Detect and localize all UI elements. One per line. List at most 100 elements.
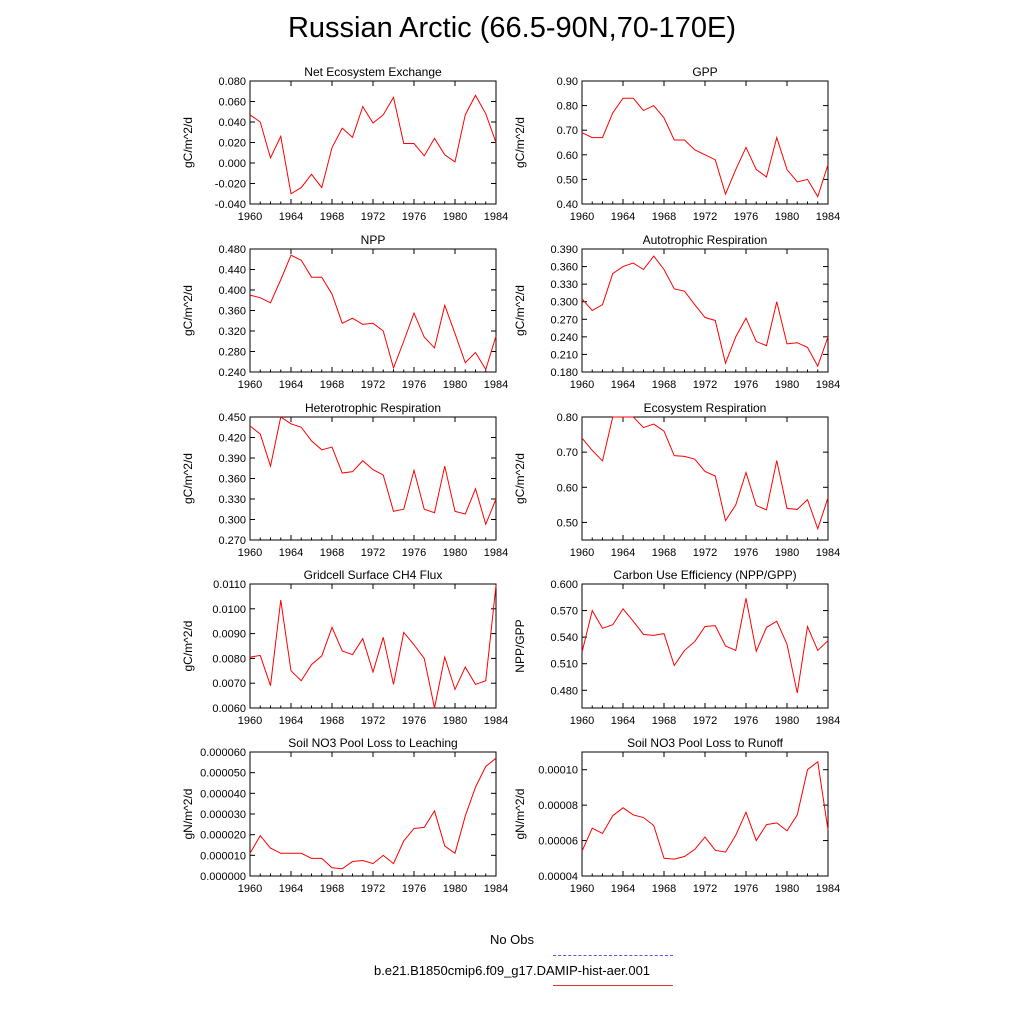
x-tick-label: 1960 (238, 883, 262, 895)
y-tick-label: 0.80 (557, 412, 578, 424)
panel-title: Soil NO3 Pool Loss to Runoff (627, 736, 784, 750)
panel-title: Autotrophic Respiration (643, 233, 768, 247)
panel-6: Ecosystem Respiration gC/m^2/d 1960 1964 196… (513, 401, 840, 559)
y-tick-label: 0.000010 (200, 850, 246, 862)
y-tick-label: 0.080 (218, 76, 246, 88)
panel-3: NPP gC/m^2/d 1960 1964 1968 1972 1976 1980 1984 0… (181, 233, 508, 391)
page-title: Russian Arctic (66.5-90N,70-170E) (287, 12, 737, 44)
x-tick-label: 1976 (734, 379, 758, 391)
y-tick-label: 0.440 (218, 265, 246, 277)
x-tick-label: 1964 (611, 547, 635, 559)
y-tick-label: 0.60 (557, 482, 578, 494)
y-tick-label: 0.320 (218, 326, 246, 338)
x-tick-label: 1984 (816, 379, 840, 391)
x-tick-label: 1964 (279, 715, 303, 727)
x-tick-label: 1972 (693, 379, 717, 391)
x-tick-label: 1980 (775, 883, 799, 895)
x-tick-label: 1984 (484, 211, 508, 223)
panel-title: GPP (692, 65, 717, 79)
plot-frame (581, 248, 829, 373)
x-tick-label: 1968 (320, 715, 344, 727)
y-tick-label: 0.600 (550, 579, 578, 591)
y-tick-label: 0.280 (218, 347, 246, 359)
y-tick-label: 0.0090 (212, 629, 246, 641)
x-tick-label: 1972 (361, 211, 385, 223)
x-tick-label: 1968 (320, 547, 344, 559)
plot-frame (581, 80, 829, 205)
panel-1: Net Ecosystem Exchange gC/m^2/d 1960 1964 19… (181, 65, 508, 223)
x-tick-label: 1972 (361, 547, 385, 559)
x-tick-label: 1964 (611, 211, 635, 223)
x-tick-label: 1980 (443, 715, 467, 727)
x-tick-label: 1968 (652, 883, 676, 895)
x-tick-label: 1972 (693, 883, 717, 895)
x-tick-label: 1976 (402, 547, 426, 559)
panel-title: Soil NO3 Pool Loss to Leaching (288, 736, 457, 750)
y-tick-label: 0.0060 (212, 703, 246, 715)
x-tick-label: 1972 (361, 715, 385, 727)
x-tick-label: 1960 (238, 379, 262, 391)
y-tick-label: 0.390 (218, 453, 246, 465)
y-tick-label: 0.0070 (212, 678, 246, 690)
y-axis-label: gC/m^2/d (181, 453, 195, 504)
y-tick-label: 0.0100 (212, 604, 246, 616)
x-tick-label: 1964 (279, 211, 303, 223)
x-tick-label: 1976 (734, 547, 758, 559)
panel-title: Carbon Use Efficiency (NPP/GPP) (613, 568, 796, 582)
y-tick-label: 0.80 (557, 101, 578, 113)
y-axis-label: NPP/GPP (513, 619, 527, 672)
panel-8: Carbon Use Efficiency (NPP/GPP) NPP/GPP 19… (513, 568, 840, 727)
legend-entry-obs: No Obs (489, 932, 535, 947)
x-tick-label: 1964 (611, 715, 635, 727)
x-tick-label: 1972 (693, 211, 717, 223)
x-tick-label: 1968 (652, 211, 676, 223)
y-tick-label: 0.480 (550, 685, 578, 697)
x-tick-label: 1984 (484, 715, 508, 727)
series-line (249, 254, 497, 371)
y-tick-label: 0.180 (550, 367, 578, 379)
y-tick-label: 0.330 (218, 494, 246, 506)
y-tick-label: 0.330 (550, 279, 578, 291)
x-tick-label: 1976 (734, 211, 758, 223)
x-tick-label: 1980 (775, 211, 799, 223)
x-tick-label: 1980 (443, 883, 467, 895)
y-tick-label: 0.060 (218, 97, 246, 109)
x-tick-label: 1984 (816, 715, 840, 727)
y-tick-label: 0.000000 (200, 871, 246, 883)
x-tick-label: 1976 (734, 715, 758, 727)
x-tick-label: 1980 (775, 379, 799, 391)
series-line (249, 416, 497, 526)
x-tick-label: 1968 (652, 715, 676, 727)
x-tick-label: 1976 (402, 379, 426, 391)
y-tick-label: 0.360 (218, 306, 246, 318)
x-tick-label: 1980 (443, 379, 467, 391)
x-tick-label: 1980 (443, 547, 467, 559)
x-tick-label: 1976 (402, 211, 426, 223)
x-tick-label: 1964 (611, 379, 635, 391)
y-axis-label: gC/m^2/d (513, 285, 527, 336)
y-tick-label: 0.70 (557, 125, 578, 137)
panel-title: NPP (361, 233, 386, 247)
y-tick-label: 0.240 (218, 367, 246, 379)
series-line (249, 757, 497, 870)
x-tick-label: 1960 (570, 379, 594, 391)
x-tick-label: 1968 (320, 883, 344, 895)
series-line (581, 255, 829, 368)
y-axis-label: gC/m^2/d (181, 285, 195, 336)
panel-2: GPP gC/m^2/d 1960 1964 1968 1972 1976 1980 1984 0… (513, 65, 840, 223)
x-tick-label: 1984 (816, 211, 840, 223)
y-tick-label: 0.270 (218, 535, 246, 547)
x-tick-label: 1980 (443, 211, 467, 223)
y-axis-label: gC/m^2/d (513, 453, 527, 504)
y-tick-label: -0.020 (215, 179, 246, 191)
x-tick-label: 1968 (652, 379, 676, 391)
y-tick-label: 0.000060 (200, 747, 246, 759)
panel-title: Ecosystem Respiration (644, 401, 767, 415)
x-tick-label: 1960 (570, 883, 594, 895)
series-line (249, 585, 497, 709)
y-tick-label: 0.510 (550, 659, 578, 671)
plot-frame (249, 248, 497, 373)
y-tick-label: 0.450 (218, 412, 246, 424)
x-tick-label: 1984 (816, 883, 840, 895)
